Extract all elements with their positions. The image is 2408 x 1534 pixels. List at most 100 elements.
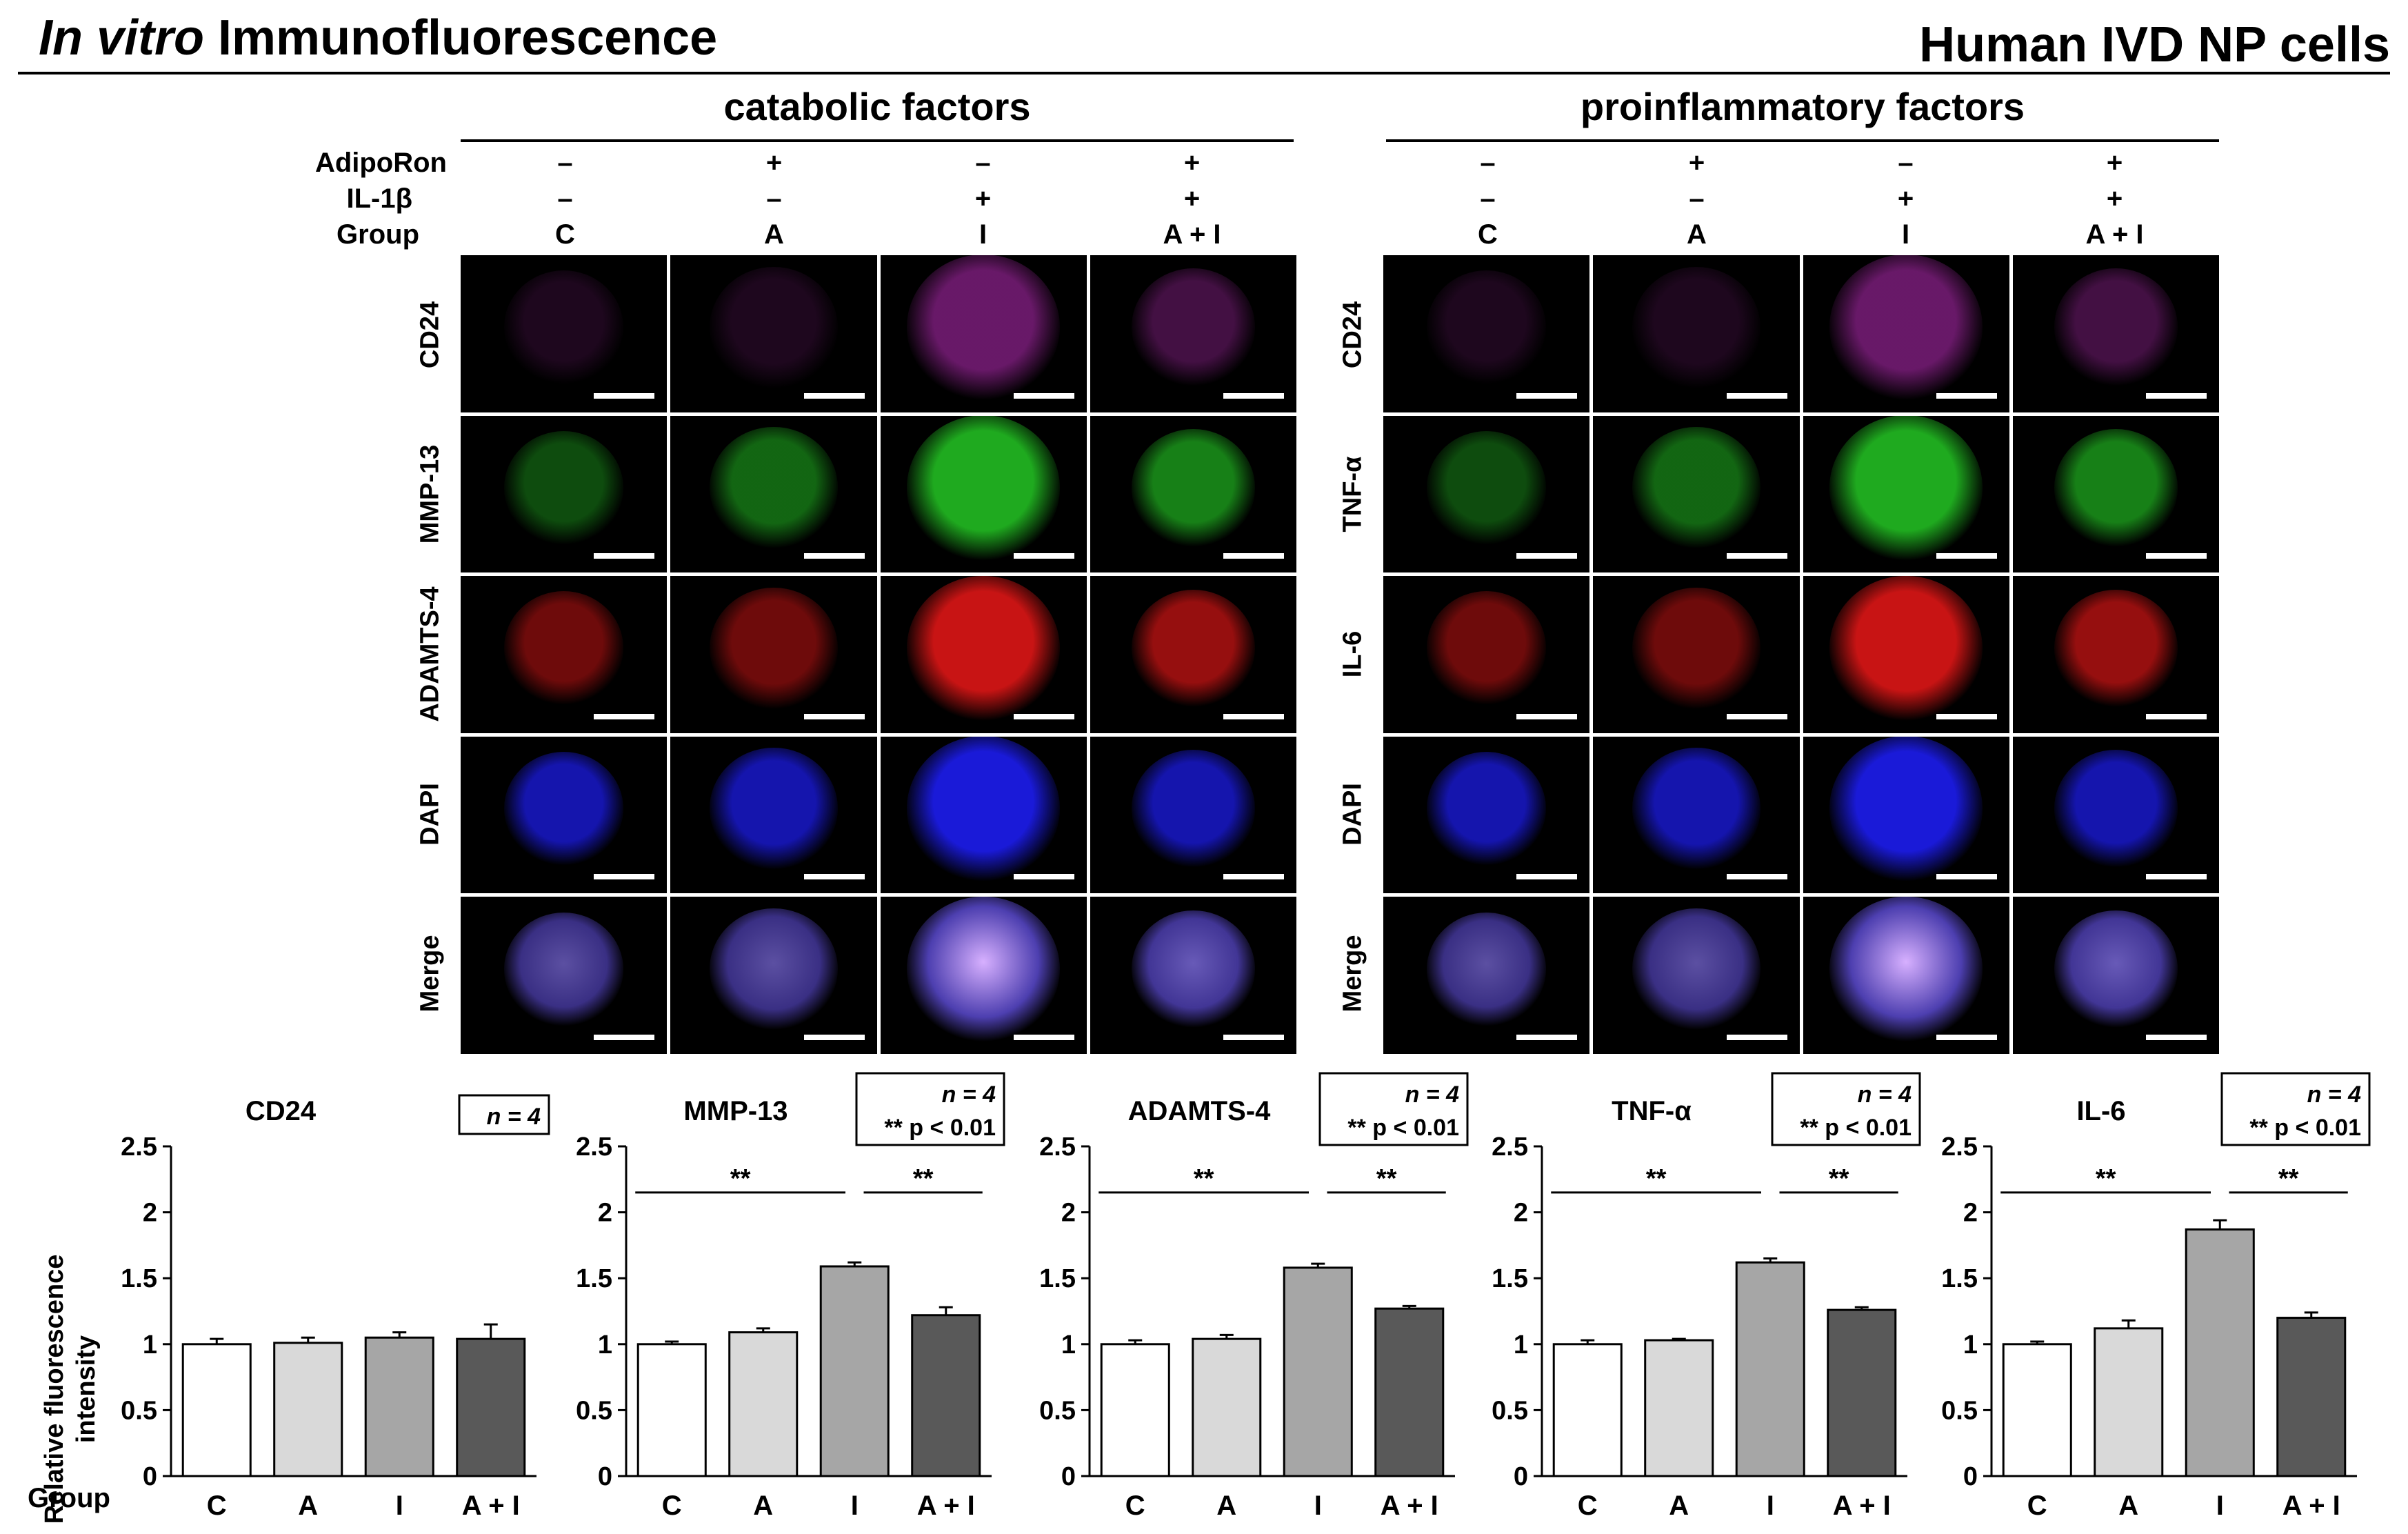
bar-3 [911, 1314, 981, 1477]
scale-bar [594, 392, 655, 399]
bar-0 [1100, 1343, 1170, 1477]
scale-bar [803, 553, 865, 559]
stats-n-text: n = 4 [1405, 1082, 1460, 1108]
micrograph-merge-1 [1593, 897, 1800, 1054]
micrograph-adamts-4-1 [670, 576, 877, 733]
micrograph-il-6-3 [2012, 576, 2219, 733]
micrograph-cd24-1 [670, 255, 877, 412]
x-tick-label: I [2216, 1491, 2224, 1521]
scale-bar [1516, 713, 1578, 719]
spheroid [1829, 576, 1983, 721]
scale-bar [2146, 713, 2207, 719]
y-tick-label: 0.5 [1492, 1396, 1528, 1425]
stats-n-text: n = 4 [1858, 1082, 1912, 1108]
y-tick-label: 0 [1963, 1462, 1978, 1491]
spheroid [710, 427, 838, 549]
scale-bar [1516, 1035, 1578, 1040]
x-tick-label: A + I [1833, 1491, 1891, 1521]
spheroid [1426, 591, 1547, 706]
micrograph-il-6-1 [1593, 576, 1800, 733]
condition-il1b-2: + [974, 183, 992, 214]
bar-3 [456, 1337, 526, 1477]
spheroid [1131, 589, 1256, 708]
bar-2 [819, 1265, 890, 1477]
micrograph-mmp-13-0 [461, 415, 668, 573]
x-tick-label: A + I [917, 1491, 975, 1521]
spheroid [2054, 428, 2178, 547]
bar-chart-adamts-4: ADAMTS-4 n = 4 ** p < 0.01 0 0.5 1 1.5 2 2.5 C A I A… [1039, 1072, 1469, 1521]
significance-label: ** [2278, 1164, 2299, 1193]
y-tick-label: 2.5 [1039, 1133, 1076, 1162]
scale-bar [1726, 874, 1787, 880]
stats-p-text: ** p < 0.01 [2249, 1115, 2361, 1141]
spheroid [1632, 587, 1760, 710]
scale-bar [2146, 392, 2207, 399]
spheroid [503, 270, 624, 385]
condition-il1b-1: – [766, 183, 782, 214]
condition-groups-1: A [1687, 219, 1707, 250]
y-tick-label: 1.5 [576, 1264, 612, 1293]
spheroid [907, 736, 1060, 881]
chart-title: IL-6 [2076, 1096, 2125, 1126]
spheroid [710, 748, 838, 870]
panel-title-catabolic: catabolic factors [723, 85, 1031, 128]
spheroid [1426, 912, 1547, 1026]
micrograph-cd24-1 [1593, 255, 1800, 412]
stats-n-text: n = 4 [942, 1082, 996, 1108]
bar-chart-mmp-13: MMP-13 n = 4 ** p < 0.01 0 0.5 1 1.5 2 2.5 C A I A +… [576, 1072, 1005, 1521]
y-tick-label: 1.5 [1039, 1264, 1076, 1293]
x-tick-label: A [753, 1491, 773, 1521]
micrograph-tnf--1 [1593, 415, 1800, 573]
scale-bar [1936, 874, 1997, 880]
scale-bar [1223, 553, 1284, 559]
bar-3 [1374, 1307, 1445, 1477]
scale-bar [1223, 713, 1284, 719]
y-tick-label: 2 [1514, 1199, 1528, 1228]
scale-bar [1013, 1035, 1074, 1040]
micrograph-dapi-3 [2012, 736, 2219, 894]
x-tick-label: A + I [2282, 1491, 2340, 1521]
scale-bar [1013, 392, 1074, 399]
y-tick-label: 1 [1061, 1331, 1076, 1359]
micrograph-cd24-0 [461, 255, 668, 412]
x-tick-label: A [1669, 1491, 1689, 1521]
bar-2 [1283, 1266, 1353, 1477]
condition-groups-2: I [1901, 219, 1910, 250]
scale-bar [1936, 1035, 1997, 1040]
panel-title-proinflammatory: proinflammatory factors [1580, 85, 2025, 128]
scale-bar [2146, 553, 2207, 559]
micrograph-dapi-2 [880, 736, 1087, 894]
spheroid [1829, 736, 1983, 881]
spheroid [907, 576, 1060, 721]
y-tick-label: 1.5 [121, 1264, 157, 1293]
x-tick-label: A [1216, 1491, 1236, 1521]
micrograph-adamts-4-2 [880, 576, 1087, 733]
micrograph-adamts-4-0 [461, 576, 668, 733]
figure-title-italic: In vitro [39, 10, 205, 66]
scale-bar [594, 553, 655, 559]
stats-p-text: ** p < 0.01 [1347, 1115, 1459, 1141]
panel-line-catabolic [461, 139, 1294, 142]
x-tick-label: C [2027, 1491, 2047, 1521]
x-tick-label: A + I [462, 1491, 520, 1521]
scale-bar [803, 392, 865, 399]
scale-bar [1726, 392, 1787, 399]
spheroid [1632, 427, 1760, 549]
adiporon-label: AdipoRon [314, 148, 447, 178]
y-tick-label: 1.5 [1492, 1264, 1528, 1293]
spheroid [1426, 430, 1547, 545]
y-tick-label: 2 [1963, 1199, 1978, 1228]
micrograph-dapi-3 [1090, 736, 1296, 894]
condition-adiporon-3: + [1183, 148, 1201, 178]
y-tick-label: 2.5 [576, 1133, 612, 1162]
x-tick-label: I [1767, 1491, 1774, 1521]
x-tick-label: I [396, 1491, 403, 1521]
micrograph-mmp-13-1 [670, 415, 877, 573]
significance-label: ** [913, 1164, 934, 1193]
spheroid [907, 897, 1060, 1042]
spheroid [1632, 908, 1760, 1030]
condition-groups-1: A [764, 219, 784, 250]
significance-label: ** [1376, 1164, 1397, 1193]
micrograph-merge-0 [461, 897, 668, 1054]
bar-chart-cd24: CD24 n = 4 0 0.5 1 1.5 2 2.5 C A I A + I [121, 1094, 550, 1521]
